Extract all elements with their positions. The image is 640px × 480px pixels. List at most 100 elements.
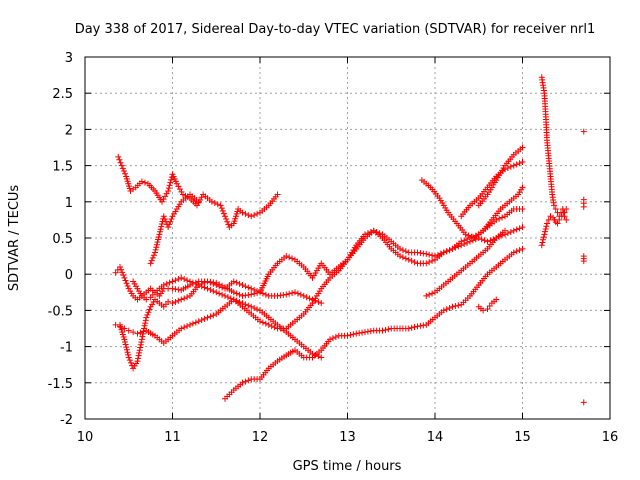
- data-point-marker: [122, 170, 129, 177]
- x-tick-label: 12: [252, 430, 269, 445]
- data-point-marker: [123, 280, 130, 287]
- data-point-marker: [379, 327, 386, 334]
- data-point-marker: [211, 200, 218, 207]
- data-point-marker: [125, 351, 132, 358]
- data-point-marker: [117, 263, 123, 270]
- data-point-marker: [121, 336, 128, 343]
- data-point-marker: [259, 290, 266, 297]
- data-point-marker: [161, 215, 168, 222]
- data-point-marker: [219, 207, 226, 214]
- data-point-marker: [455, 302, 462, 309]
- data-point-marker: [544, 220, 550, 227]
- data-point-marker: [265, 321, 272, 328]
- data-point-marker: [561, 209, 568, 216]
- data-point-marker: [370, 227, 377, 234]
- data-point-marker: [551, 202, 557, 209]
- data-point-marker: [516, 247, 523, 254]
- data-point-marker: [411, 259, 418, 266]
- data-point-marker: [233, 290, 240, 297]
- data-point-marker: [138, 336, 145, 343]
- data-point-marker: [426, 291, 433, 298]
- data-point-marker: [213, 279, 220, 286]
- data-point-marker: [236, 291, 243, 298]
- data-point-marker: [218, 205, 225, 212]
- data-point-marker: [112, 321, 119, 328]
- data-point-marker: [162, 193, 169, 200]
- data-point-marker: [149, 254, 156, 261]
- data-point-marker: [426, 251, 433, 258]
- data-point-marker: [155, 233, 162, 240]
- y-tick-label: 0: [65, 268, 73, 283]
- data-point-marker: [397, 245, 403, 252]
- data-point-marker: [163, 280, 170, 287]
- data-point-marker: [402, 255, 409, 262]
- data-point-marker: [464, 239, 471, 246]
- data-point-marker: [157, 226, 164, 233]
- data-point-marker: [452, 244, 459, 251]
- data-point-marker: [519, 206, 526, 213]
- x-tick-label: 16: [602, 430, 619, 445]
- data-point-marker: [513, 248, 520, 255]
- data-point-marker: [332, 333, 339, 340]
- data-point-marker: [224, 218, 231, 225]
- data-point-marker: [123, 346, 130, 353]
- data-point-marker: [580, 258, 587, 265]
- x-tick-label: 14: [427, 430, 444, 445]
- data-point-marker: [201, 284, 208, 291]
- data-point-marker: [303, 294, 310, 301]
- data-point-marker: [251, 290, 258, 297]
- data-point-marker: [156, 231, 163, 238]
- data-point-marker: [121, 325, 128, 332]
- data-point-marker: [242, 283, 249, 290]
- data-point-marker: [119, 165, 126, 172]
- data-point-marker: [461, 241, 468, 248]
- data-point-marker: [210, 312, 217, 319]
- x-tick-labels: 10 11 12 13 14 15 16: [77, 430, 619, 445]
- data-point-marker: [137, 329, 144, 336]
- data-point-marker: [502, 227, 508, 234]
- data-point-marker: [519, 158, 526, 165]
- data-point-marker: [124, 282, 131, 289]
- data-point-marker: [543, 223, 550, 230]
- data-point-marker: [141, 179, 148, 186]
- data-point-marker: [452, 303, 459, 310]
- data-point-marker: [429, 252, 436, 259]
- x-tick-label: 11: [164, 430, 181, 445]
- data-point-marker: [364, 230, 371, 237]
- data-point-marker: [458, 242, 465, 249]
- y-tick-label: -2: [60, 413, 73, 428]
- data-points: [112, 74, 587, 406]
- data-point-marker: [262, 291, 269, 298]
- data-point-marker: [201, 315, 208, 322]
- data-point-marker: [292, 289, 298, 296]
- data-point-marker: [286, 254, 293, 261]
- y-tick-label: -1: [60, 341, 73, 356]
- data-point-marker: [516, 160, 523, 167]
- data-point-marker: [507, 163, 514, 170]
- data-point-marker: [468, 233, 475, 240]
- data-point-marker: [423, 292, 430, 299]
- data-point-marker: [118, 162, 125, 169]
- data-point-marker: [154, 239, 161, 246]
- data-point-marker: [554, 220, 561, 227]
- data-point-marker: [138, 178, 145, 185]
- data-point-marker: [165, 187, 172, 194]
- data-point-marker: [178, 188, 185, 195]
- data-point-marker: [184, 277, 191, 284]
- data-point-marker: [242, 378, 249, 385]
- data-point-marker: [122, 338, 128, 345]
- data-point-marker: [245, 302, 252, 309]
- data-point-marker: [437, 250, 444, 257]
- data-point-marker: [172, 277, 179, 284]
- data-point-marker: [137, 341, 144, 348]
- data-point-marker: [227, 295, 234, 302]
- data-point-marker: [429, 290, 436, 297]
- data-point-marker: [373, 228, 380, 235]
- data-point-marker: [213, 289, 220, 296]
- data-point-marker: [217, 202, 224, 209]
- data-point-marker: [120, 168, 127, 175]
- data-point-marker: [172, 298, 179, 305]
- data-point-marker: [219, 291, 226, 298]
- data-point-marker: [181, 295, 188, 302]
- data-point-marker: [146, 306, 153, 313]
